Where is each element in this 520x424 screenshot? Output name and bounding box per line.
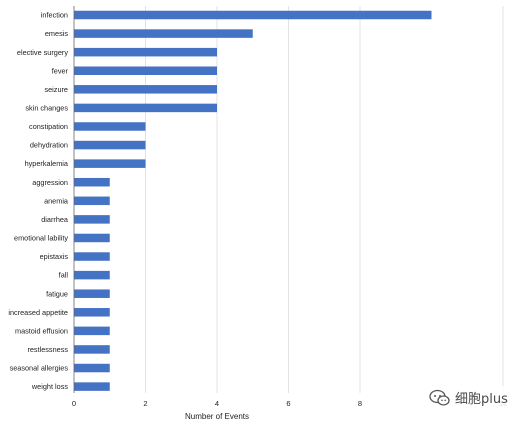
x-tick-label: 4 (215, 399, 219, 408)
category-label: emotional lability (14, 234, 68, 243)
category-label: constipation (29, 122, 68, 131)
x-tick-label: 0 (72, 399, 76, 408)
x-axis-title: Number of Events (185, 412, 249, 421)
gridlines (145, 6, 504, 393)
bar (74, 215, 110, 224)
x-tick-label: 6 (286, 399, 290, 408)
bars (74, 10, 432, 391)
category-label: emesis (45, 29, 68, 38)
bar (74, 289, 110, 298)
bar (74, 29, 253, 38)
bar (74, 122, 146, 131)
category-label: hyperkalemia (25, 159, 69, 168)
category-label: epistaxis (40, 252, 69, 261)
bar (74, 85, 217, 94)
bar (74, 270, 110, 280)
bar (74, 345, 110, 354)
bar (74, 326, 110, 336)
bar (74, 66, 217, 75)
category-label: anemia (44, 196, 69, 205)
bar (74, 252, 110, 261)
category-label: infection (41, 11, 68, 20)
x-tick-label: 2 (143, 399, 147, 408)
category-label: restlessness (27, 345, 68, 354)
category-labels: infection emesis elective surgery fever seiz… (8, 11, 69, 392)
bar (74, 233, 110, 243)
bar (74, 140, 146, 150)
bar (74, 10, 432, 20)
wechat-logo-icon (429, 389, 450, 406)
bar (74, 382, 110, 391)
watermark: 细胞plus (427, 386, 514, 409)
bar (74, 159, 146, 168)
category-label: diarrhea (41, 215, 69, 224)
bar (74, 103, 217, 113)
category-label: increased appetite (8, 308, 68, 317)
bar (74, 47, 217, 57)
category-label: skin changes (25, 104, 68, 113)
category-label: aggression (32, 178, 68, 187)
category-label: weight loss (31, 382, 68, 391)
category-label: fatigue (46, 289, 68, 298)
x-tick-label: 8 (358, 399, 362, 408)
category-label: fever (52, 66, 69, 75)
category-label: seizure (44, 85, 68, 94)
bar (74, 308, 110, 317)
category-label: fall (59, 271, 69, 280)
category-label: mastoid effusion (15, 326, 68, 335)
bar (74, 196, 110, 206)
category-label: elective surgery (17, 48, 68, 57)
watermark-text: 细胞plus (455, 392, 508, 407)
bar (74, 363, 110, 373)
category-label: seasonal allergies (10, 364, 69, 373)
category-label: dehydration (30, 141, 68, 150)
bar (74, 177, 110, 187)
